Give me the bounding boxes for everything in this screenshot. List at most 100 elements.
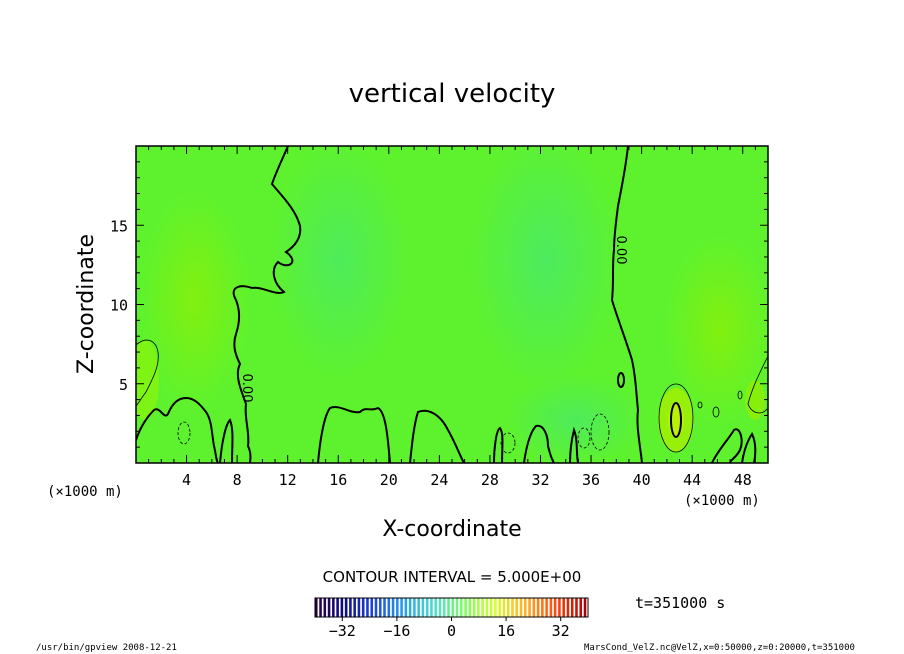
colorbar-swatch [447, 598, 450, 617]
contour-loop [737, 390, 743, 400]
contour-loop [177, 421, 191, 445]
colorbar-swatch [357, 598, 361, 617]
negative-contours [177, 413, 610, 454]
colorbar-swatch [477, 598, 480, 617]
colorbar-swatch [528, 598, 531, 617]
x-tick-label: 48 [734, 471, 752, 489]
colorbar-swatch [361, 598, 365, 617]
colorbar-swatch [396, 598, 399, 617]
contour-line [136, 396, 219, 463]
x-tick-label: 36 [582, 471, 600, 489]
x-tick-label: 40 [633, 471, 651, 489]
colorbar-swatch [502, 598, 506, 617]
x-tick-label: 12 [279, 471, 297, 489]
colorbar-swatch [417, 598, 420, 617]
colorbar-swatch [481, 598, 484, 617]
colorbar-swatch [353, 598, 356, 617]
colorbar-swatch [541, 598, 544, 617]
colorbar-swatch [413, 598, 416, 617]
x-axis: 4 8 12 16 20 24 28 32 36 40 44 48 [135, 146, 769, 489]
colorbar-tick-label: 32 [552, 622, 570, 640]
colorbar-swatch [494, 598, 497, 617]
x-tick-label: 44 [683, 471, 701, 489]
colorbar-swatch [468, 598, 472, 617]
colorbar-swatch [425, 598, 429, 617]
contour-loop [617, 372, 625, 388]
x-tick-label: 8 [233, 471, 242, 489]
colorbar-swatch [323, 598, 327, 617]
colorbar-swatch [545, 598, 548, 617]
chart-title: vertical velocity [349, 79, 556, 109]
contour-loop [577, 427, 591, 449]
colorbar-swatch [344, 598, 348, 617]
y-axis: 5 10 15 [110, 145, 768, 464]
contour-line [523, 424, 555, 463]
colorbar-swatch [430, 598, 433, 617]
colorbar-swatch [400, 598, 403, 617]
colorbar-swatch [421, 598, 425, 617]
colorbar [315, 598, 587, 617]
field-patch [745, 380, 765, 420]
colorbar-swatch [511, 598, 514, 617]
contour-line [219, 418, 234, 463]
colorbar-swatch [485, 598, 489, 617]
colorbar-swatch [408, 598, 412, 617]
y-axis-title: Z-coordinate [74, 234, 99, 374]
colorbar-swatch [336, 598, 339, 617]
y-tick-label: 5 [119, 376, 128, 394]
colorbar-swatch [349, 598, 352, 617]
colorbar-swatch [506, 598, 510, 617]
field-patch [270, 146, 410, 380]
colorbar-swatch [566, 598, 570, 617]
colorbar-swatch [498, 598, 501, 617]
x-axis-unit-left: (×1000 m) [47, 484, 123, 500]
contour-line [741, 432, 757, 463]
colorbar-swatch [570, 598, 574, 617]
colorbar-swatch [374, 598, 378, 617]
contour-loop [500, 432, 516, 454]
colorbar-swatch [583, 598, 587, 617]
contour-line [232, 146, 302, 463]
colorbar-swatch [464, 598, 467, 617]
contour-line [610, 146, 643, 463]
colorbar-swatch [315, 598, 318, 617]
colorbar-swatch [327, 598, 331, 617]
positive-contours [136, 339, 768, 453]
colorbar-swatch [549, 598, 553, 617]
colorbar-swatch [370, 598, 374, 617]
contour-line [711, 428, 743, 463]
colorbar-swatch [340, 598, 344, 617]
field-patch [505, 375, 645, 463]
colorbar-swatch [404, 598, 408, 617]
x-tick-label: 24 [430, 471, 448, 489]
colorbar-swatch [434, 598, 437, 617]
contour-loop [697, 401, 703, 409]
contour-loop [712, 406, 720, 418]
colorbar-swatch [332, 598, 335, 617]
contour-line [493, 426, 504, 463]
plot-area [136, 146, 768, 463]
footer-right: MarsCond_VelZ.nc@VelZ,x=0:50000,z=0:2000… [584, 643, 855, 653]
field-patch [470, 146, 620, 390]
zero-contours [136, 146, 757, 463]
colorbar-swatch [391, 598, 395, 617]
colorbar-tick-label: −16 [383, 622, 410, 640]
colorbar-swatch [387, 598, 391, 617]
x-axis-title: X-coordinate [382, 517, 521, 542]
colorbar-swatch [366, 598, 369, 617]
colorbar-tick-label: 0 [447, 622, 456, 640]
colorbar-swatch [553, 598, 557, 617]
colorbar-swatch [442, 598, 446, 617]
colorbar-swatch [451, 598, 455, 617]
y-tick-label: 10 [110, 297, 128, 315]
colorbar-swatch [519, 598, 523, 617]
x-tick-label: 16 [329, 471, 347, 489]
x-tick-label: 4 [182, 471, 191, 489]
contour-line [569, 426, 579, 463]
contour-loop [590, 413, 610, 451]
x-tick-label: 28 [481, 471, 499, 489]
field-patch [140, 190, 250, 410]
time-label: t=351000 s [635, 594, 725, 612]
field-patch [665, 235, 768, 425]
